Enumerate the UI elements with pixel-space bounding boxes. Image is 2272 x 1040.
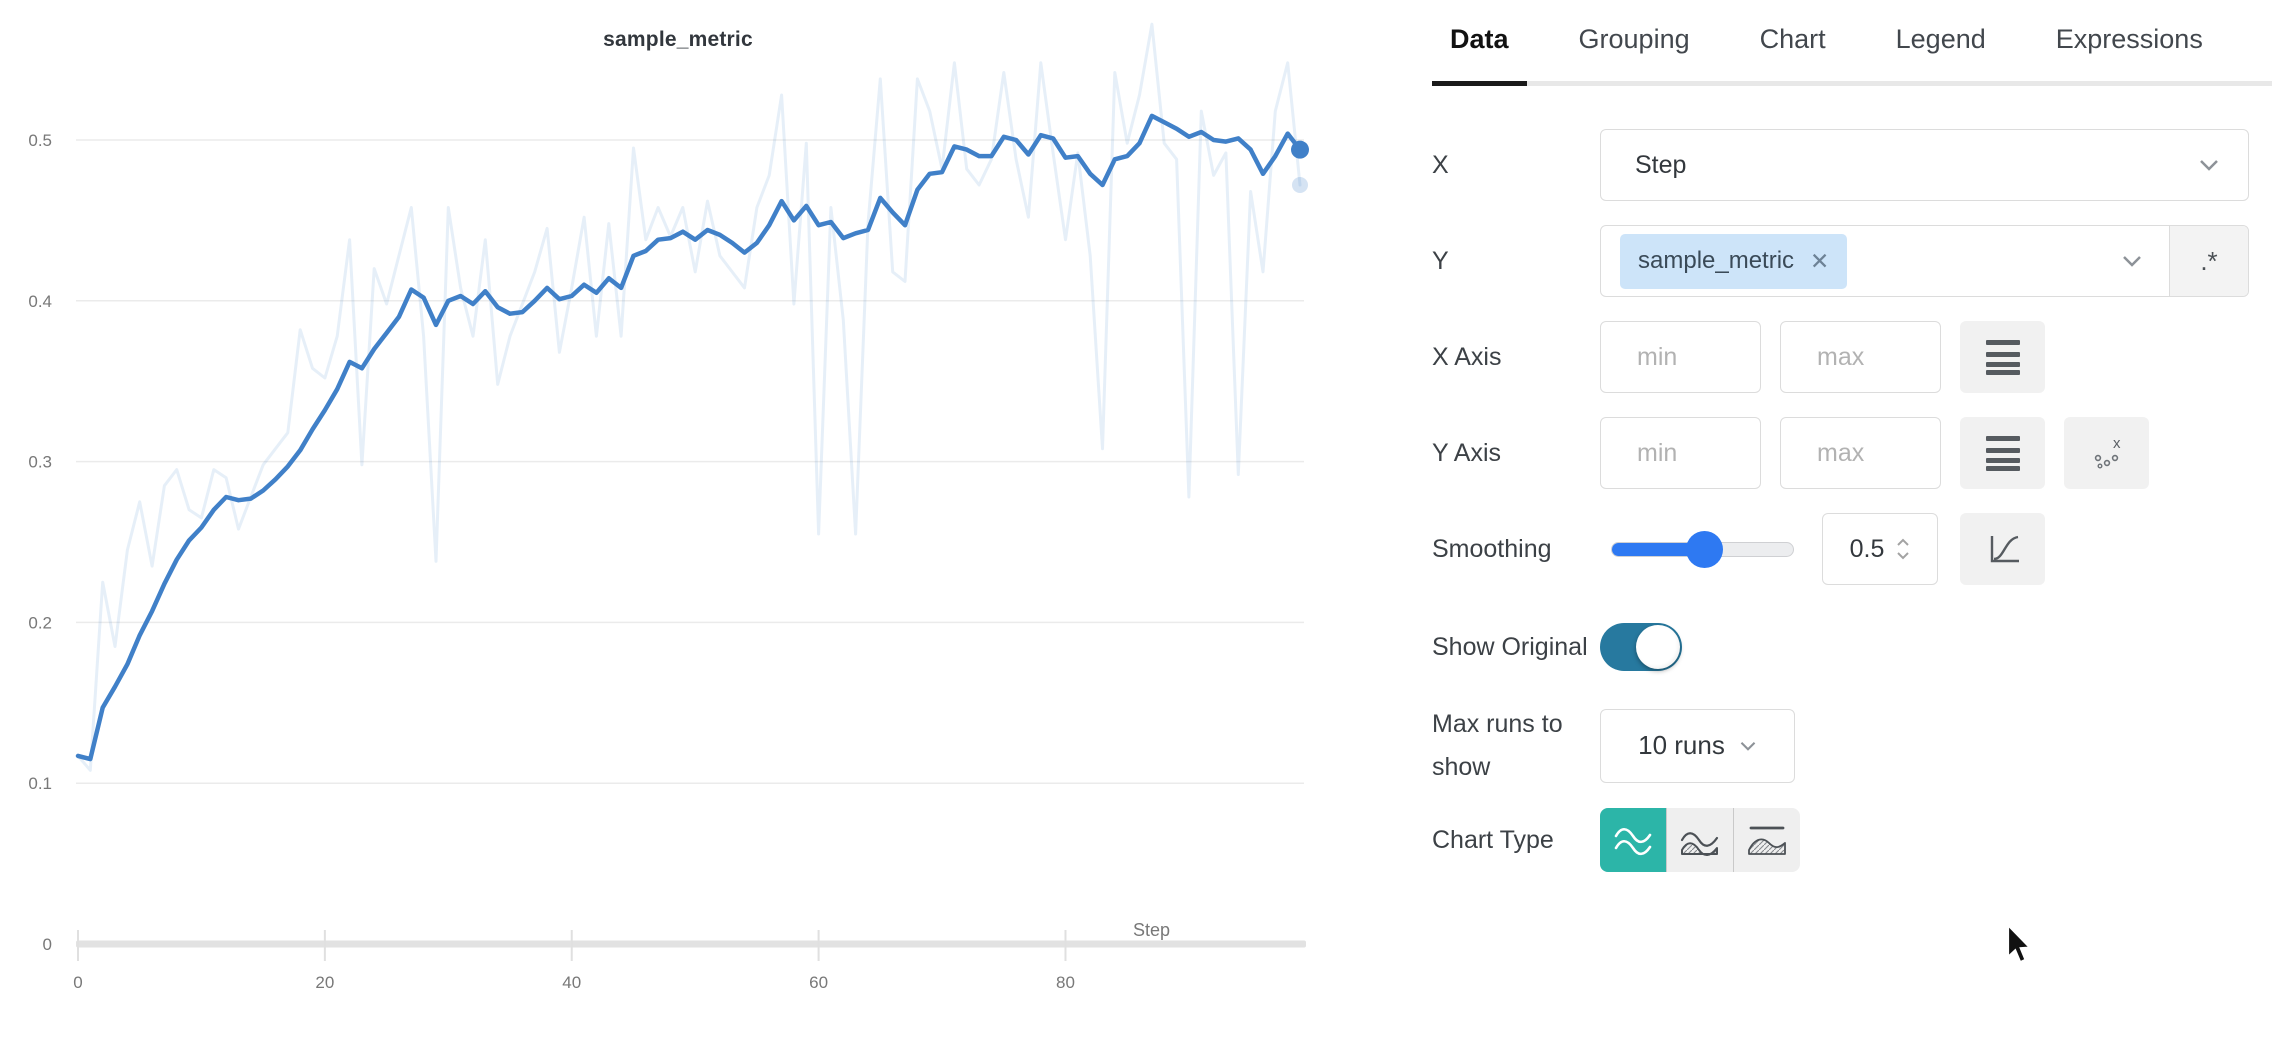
smoothing-row: Smoothing 0.5 <box>1432 513 2272 585</box>
settings-rows: X Step Y sample_metric ✕ <box>1432 129 2272 900</box>
band-plot-icon <box>1748 826 1786 855</box>
settings-panel: Data Grouping Chart Legend Expressions X… <box>1432 0 2272 1040</box>
y-metric-select[interactable]: sample_metric ✕ .* <box>1600 225 2249 297</box>
svg-text:0.1: 0.1 <box>28 774 52 793</box>
svg-text:0.5: 0.5 <box>28 131 52 150</box>
slider-fill <box>1612 542 1704 556</box>
y-select-main[interactable]: sample_metric ✕ <box>1601 226 2169 296</box>
regex-toggle-button[interactable]: .* <box>2169 226 2248 296</box>
y-axis-min-input[interactable] <box>1600 417 1761 489</box>
y-label: Y <box>1432 246 1449 275</box>
show-original-toggle[interactable] <box>1600 623 1682 671</box>
y-axis-max-input[interactable] <box>1780 417 1941 489</box>
tab-legend[interactable]: Legend <box>1895 24 1986 54</box>
svg-text:Step: Step <box>1133 920 1170 940</box>
y-row: Y sample_metric ✕ .* <box>1432 225 2272 297</box>
tab-chart[interactable]: Chart <box>1759 24 1826 54</box>
chart-title: sample_metric <box>603 28 753 51</box>
max-runs-label: Max runs to show <box>1432 710 1563 781</box>
chart-type-row: Chart Type <box>1432 804 2272 876</box>
x-row: X Step <box>1432 129 2272 201</box>
tab-bar: Data Grouping Chart Legend Expressions <box>1432 0 2272 86</box>
ignore-outliers-button[interactable]: x <box>2064 417 2149 489</box>
svg-text:0.3: 0.3 <box>28 453 52 472</box>
metric-tag-label: sample_metric <box>1638 247 1795 274</box>
x-axis-label: X Axis <box>1432 342 1502 371</box>
x-label: X <box>1432 150 1449 179</box>
smoothing-value: 0.5 <box>1849 534 1885 563</box>
chevron-down-icon[interactable] <box>1896 551 1910 560</box>
svg-text:60: 60 <box>809 973 828 992</box>
y-axis-log-scale-button[interactable] <box>1960 417 2045 489</box>
chevron-down-icon <box>2200 160 2218 171</box>
max-runs-value: 10 runs <box>1638 730 1725 760</box>
outliers-icon: x <box>2094 435 2121 469</box>
chart-type-line-button[interactable] <box>1600 808 1666 872</box>
log-scale-icon <box>1985 339 2020 375</box>
y-axis-row: Y Axis x <box>1432 417 2272 489</box>
line-plot-icon <box>1614 827 1652 856</box>
smoothing-type-button[interactable] <box>1960 513 2045 585</box>
smoothing-curve-icon <box>1990 535 2019 563</box>
tab-expressions[interactable]: Expressions <box>2055 24 2203 54</box>
area-plot-icon <box>1680 832 1719 856</box>
chart-type-label: Chart Type <box>1432 825 1554 854</box>
x-axis-min-input[interactable] <box>1600 321 1761 393</box>
x-metric-select[interactable]: Step <box>1600 129 2249 201</box>
svg-text:20: 20 <box>315 973 334 992</box>
smoothing-label: Smoothing <box>1432 534 1552 563</box>
metric-tag[interactable]: sample_metric ✕ <box>1620 233 1848 289</box>
chart-type-band-button[interactable] <box>1733 808 1800 872</box>
svg-text:0: 0 <box>73 973 82 992</box>
x-axis-row: X Axis <box>1432 321 2272 393</box>
tab-grouping[interactable]: Grouping <box>1578 24 1690 54</box>
svg-text:x: x <box>2113 435 2121 452</box>
svg-text:40: 40 <box>562 973 581 992</box>
svg-text:0.2: 0.2 <box>28 613 52 632</box>
svg-text:0: 0 <box>43 935 52 954</box>
y-axis-label: Y Axis <box>1432 438 1502 467</box>
smoothing-value-input[interactable]: 0.5 <box>1822 513 1938 585</box>
slider-thumb[interactable] <box>1686 530 1723 568</box>
show-original-row: Show Original <box>1432 609 2272 685</box>
x-select-value: Step <box>1635 150 1687 179</box>
max-runs-select[interactable]: 10 runs <box>1600 708 1795 783</box>
number-stepper[interactable] <box>1896 538 1910 560</box>
svg-text:0.4: 0.4 <box>28 292 52 311</box>
chevron-up-icon[interactable] <box>1896 538 1910 547</box>
chart-type-group <box>1600 808 1800 872</box>
chevron-down-icon <box>2123 256 2141 267</box>
tab-data[interactable]: Data <box>1432 24 1527 86</box>
chart-type-area-button[interactable] <box>1666 808 1733 872</box>
x-axis-log-scale-button[interactable] <box>1960 321 2045 393</box>
x-axis-max-input[interactable] <box>1780 321 1941 393</box>
max-runs-row: Max runs to show 10 runs <box>1432 703 2272 788</box>
chevron-down-icon <box>1740 741 1756 751</box>
remove-tag-icon[interactable]: ✕ <box>1810 247 1830 274</box>
mouse-cursor <box>2006 925 2033 964</box>
toggle-knob <box>1636 625 1680 669</box>
smoothing-slider[interactable] <box>1611 530 1794 568</box>
svg-text:80: 80 <box>1056 973 1075 992</box>
log-scale-icon <box>1985 435 2020 471</box>
line-chart[interactable]: 0 0.1 0.2 0.3 0.4 0.5 0 20 40 60 80 Step <box>0 0 1330 1040</box>
show-original-label: Show Original <box>1432 632 1588 661</box>
